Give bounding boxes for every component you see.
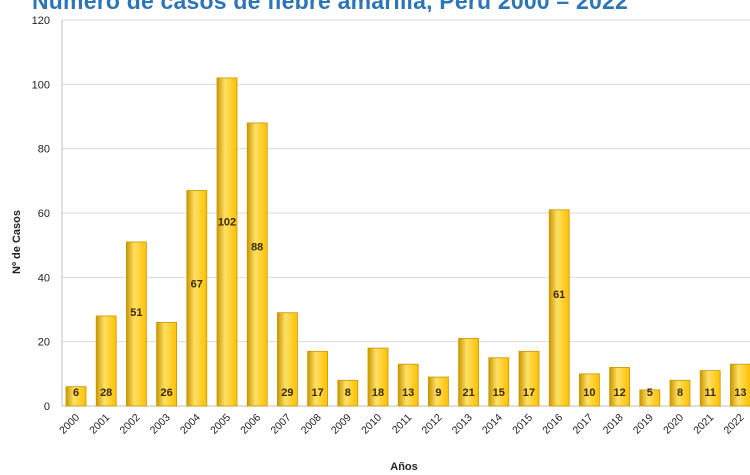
data-label-2007: 29 — [281, 387, 293, 399]
data-label-2015: 17 — [523, 387, 535, 399]
data-label-2012: 9 — [435, 387, 441, 399]
bar-2014 — [488, 357, 510, 407]
bar-2003 — [156, 321, 178, 407]
chart-title: Número de casos de fiebre amarilla, Perú… — [32, 0, 750, 12]
data-label-2016: 61 — [553, 289, 565, 301]
y-tick-label: 0 — [44, 401, 50, 413]
bar-2018 — [609, 366, 630, 407]
data-label-2010: 18 — [372, 387, 384, 399]
bar-2008 — [307, 350, 329, 407]
bars — [65, 77, 750, 407]
x-tick-label-2022: 2022 — [722, 412, 747, 437]
data-label-2003: 26 — [160, 387, 172, 399]
bar-2017 — [579, 373, 600, 407]
x-tick-label-2018: 2018 — [601, 412, 626, 437]
data-label-2022: 13 — [734, 387, 746, 399]
bar-2009 — [337, 379, 359, 407]
grid-lines — [62, 19, 750, 343]
x-tick-label-2015: 2015 — [510, 412, 535, 437]
data-label-2013: 21 — [462, 387, 474, 399]
bar-2007 — [276, 312, 298, 407]
x-axis-title: Años — [390, 461, 418, 473]
bar-2005 — [216, 77, 238, 407]
x-tick-label-2010: 2010 — [359, 412, 384, 437]
y-tick-label: 100 — [32, 79, 50, 91]
x-tick-label-2002: 2002 — [118, 412, 143, 437]
x-tick-label-2013: 2013 — [450, 412, 475, 437]
x-tick-label-2000: 2000 — [57, 412, 82, 437]
data-label-2009: 8 — [345, 387, 351, 399]
bar-2001 — [95, 315, 117, 407]
bar-2000 — [65, 386, 87, 407]
data-label-2000: 6 — [73, 387, 79, 399]
data-label-2021: 11 — [704, 387, 716, 399]
data-label-2011: 13 — [402, 387, 414, 399]
bar-2012 — [427, 376, 449, 407]
y-tick-label: 40 — [38, 272, 50, 284]
x-tick-label-2016: 2016 — [540, 412, 565, 437]
data-label-2005: 102 — [218, 217, 236, 229]
y-tick-label: 120 — [32, 15, 50, 27]
x-tick-label-2020: 2020 — [661, 412, 686, 437]
y-tick-label: 20 — [38, 337, 50, 349]
x-tick-label-2011: 2011 — [390, 412, 415, 437]
bar-2010 — [367, 347, 389, 407]
x-tick-label-2021: 2021 — [691, 412, 716, 437]
data-label-2006: 88 — [251, 241, 263, 253]
bar-2019 — [639, 389, 661, 407]
x-tick-label-2007: 2007 — [269, 412, 294, 437]
x-tick-label-2006: 2006 — [238, 412, 263, 437]
x-tick-label-2004: 2004 — [178, 412, 203, 437]
data-label-2018: 12 — [613, 387, 625, 399]
data-label-2004: 67 — [191, 278, 203, 290]
data-label-2008: 17 — [311, 387, 323, 399]
x-tick-label-2001: 2001 — [87, 412, 112, 437]
bar-2021 — [699, 370, 721, 407]
data-label-2002: 51 — [130, 307, 142, 319]
bar-2020 — [669, 379, 691, 407]
x-tick-label-2019: 2019 — [631, 412, 656, 437]
bar-2004 — [186, 190, 208, 407]
x-tick-label-2008: 2008 — [299, 412, 324, 437]
bar-2011 — [397, 363, 419, 407]
data-label-2019: 5 — [647, 387, 653, 399]
x-tick-label-2017: 2017 — [571, 412, 596, 437]
x-tick-label-2012: 2012 — [420, 412, 445, 437]
data-label-2017: 10 — [583, 387, 595, 399]
data-label-2014: 15 — [493, 387, 505, 399]
bar-2013 — [458, 338, 480, 407]
x-tick-label-2009: 2009 — [329, 412, 354, 437]
data-label-2001: 28 — [100, 387, 112, 399]
bar-2022 — [730, 363, 750, 407]
bar-2002 — [126, 241, 147, 407]
bar-2006 — [246, 122, 268, 407]
data-label-2020: 8 — [677, 387, 683, 399]
x-tick-label-2005: 2005 — [208, 412, 233, 437]
bar-2015 — [518, 350, 540, 407]
y-tick-label: 80 — [38, 144, 50, 156]
y-tick-label: 60 — [38, 208, 50, 220]
x-tick-label-2003: 2003 — [148, 412, 173, 437]
bar-2016 — [548, 209, 570, 407]
y-axis-title: Nº de Casos — [11, 210, 23, 274]
x-tick-label-2014: 2014 — [480, 412, 505, 437]
